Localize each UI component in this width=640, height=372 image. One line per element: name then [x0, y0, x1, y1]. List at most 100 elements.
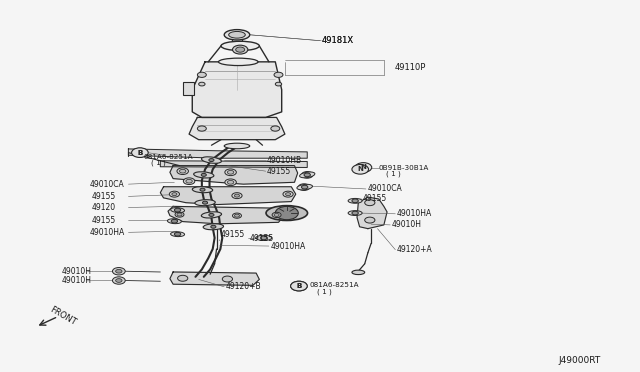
Circle shape — [170, 191, 179, 197]
Text: 49155: 49155 — [92, 216, 116, 225]
Polygon shape — [189, 118, 285, 140]
Circle shape — [234, 214, 239, 217]
Circle shape — [283, 191, 293, 197]
Text: 49010CA: 49010CA — [90, 180, 125, 189]
Text: 49010H: 49010H — [61, 276, 92, 285]
Circle shape — [304, 173, 310, 177]
Ellipse shape — [203, 224, 223, 230]
Circle shape — [304, 173, 310, 177]
Circle shape — [234, 194, 239, 197]
Text: N: N — [360, 164, 366, 170]
Ellipse shape — [168, 219, 181, 224]
Circle shape — [285, 193, 291, 196]
Text: 49010H: 49010H — [392, 221, 422, 230]
Text: B: B — [138, 150, 143, 155]
Polygon shape — [357, 197, 387, 229]
Circle shape — [200, 188, 205, 191]
Circle shape — [227, 170, 234, 174]
Text: FRONT: FRONT — [49, 305, 78, 327]
Circle shape — [352, 211, 358, 215]
Circle shape — [260, 236, 267, 240]
Ellipse shape — [352, 270, 365, 275]
Circle shape — [177, 275, 188, 281]
Text: ( 1 ): ( 1 ) — [317, 288, 332, 295]
Polygon shape — [170, 272, 259, 285]
Circle shape — [227, 180, 234, 184]
Circle shape — [202, 201, 207, 204]
Ellipse shape — [224, 30, 250, 40]
Text: 49010HA: 49010HA — [90, 228, 125, 237]
Ellipse shape — [221, 41, 259, 51]
Ellipse shape — [192, 187, 212, 193]
Circle shape — [197, 72, 206, 77]
Circle shape — [183, 178, 195, 185]
Text: 49155: 49155 — [250, 234, 274, 243]
Circle shape — [179, 169, 186, 173]
Ellipse shape — [202, 212, 221, 218]
Text: 081A6-8251A: 081A6-8251A — [310, 282, 360, 288]
Circle shape — [209, 158, 214, 161]
Text: 49010H: 49010H — [61, 267, 92, 276]
Text: 49155: 49155 — [362, 194, 387, 203]
Circle shape — [365, 217, 375, 223]
Polygon shape — [192, 62, 282, 118]
Circle shape — [174, 232, 180, 236]
Ellipse shape — [348, 198, 362, 203]
Text: B: B — [296, 283, 301, 289]
Polygon shape — [161, 161, 307, 167]
Ellipse shape — [218, 58, 258, 65]
Circle shape — [355, 163, 372, 172]
Circle shape — [291, 281, 307, 291]
Text: 49155: 49155 — [92, 192, 116, 201]
Circle shape — [225, 169, 236, 176]
Circle shape — [172, 193, 177, 196]
Ellipse shape — [348, 211, 362, 215]
Circle shape — [175, 212, 184, 217]
Circle shape — [116, 269, 122, 273]
Circle shape — [198, 82, 205, 86]
Circle shape — [298, 184, 310, 190]
Circle shape — [232, 45, 248, 54]
Text: 49181X: 49181X — [321, 36, 353, 45]
Text: 49120: 49120 — [92, 203, 115, 212]
Text: ( 1 ): ( 1 ) — [387, 171, 401, 177]
Circle shape — [275, 82, 282, 86]
Text: 49120+A: 49120+A — [397, 245, 433, 254]
Circle shape — [232, 213, 241, 218]
Ellipse shape — [202, 157, 221, 163]
Circle shape — [232, 193, 242, 199]
Text: 49010CA: 49010CA — [367, 185, 402, 193]
Ellipse shape — [300, 172, 315, 178]
Text: 49010HA: 49010HA — [397, 209, 432, 218]
Text: 49120+B: 49120+B — [225, 282, 261, 291]
Circle shape — [186, 179, 192, 183]
Ellipse shape — [224, 143, 250, 149]
Ellipse shape — [195, 200, 215, 206]
Circle shape — [365, 200, 375, 206]
Text: N: N — [357, 166, 363, 172]
Polygon shape — [168, 206, 285, 224]
Circle shape — [352, 199, 358, 203]
Circle shape — [197, 126, 206, 131]
Polygon shape — [161, 187, 296, 205]
Ellipse shape — [194, 172, 214, 178]
Circle shape — [172, 219, 177, 223]
Text: 081A6-8251A: 081A6-8251A — [144, 154, 193, 160]
Circle shape — [177, 168, 188, 174]
Text: 0B91B-30B1A: 0B91B-30B1A — [379, 165, 429, 171]
Circle shape — [222, 276, 232, 282]
Text: J49000RT: J49000RT — [559, 356, 601, 365]
Circle shape — [113, 267, 125, 275]
Text: 49110P: 49110P — [395, 63, 426, 72]
Circle shape — [132, 148, 148, 157]
Bar — [182, 82, 194, 95]
Text: ( 1 ): ( 1 ) — [152, 160, 166, 166]
Polygon shape — [170, 166, 298, 184]
Circle shape — [301, 185, 307, 189]
Ellipse shape — [266, 206, 308, 221]
Circle shape — [291, 281, 307, 291]
Circle shape — [274, 72, 283, 77]
Circle shape — [201, 173, 206, 176]
Text: B: B — [138, 150, 143, 155]
Text: 49155: 49155 — [221, 230, 245, 240]
